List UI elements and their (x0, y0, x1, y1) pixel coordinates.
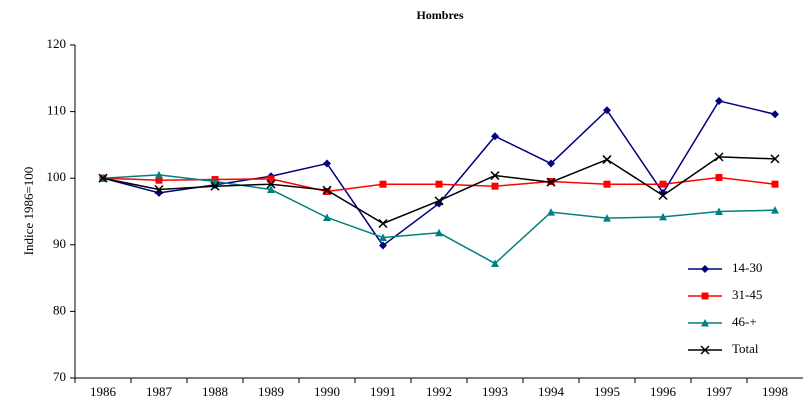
marker (771, 110, 779, 119)
marker (210, 181, 220, 191)
marker (379, 180, 387, 188)
marker (715, 207, 723, 215)
marker (434, 196, 444, 206)
marker (154, 184, 164, 195)
marker (701, 292, 709, 300)
marker (491, 259, 499, 267)
x-tick-label: 1992 (426, 384, 452, 399)
marker (603, 106, 611, 115)
legend-label: 31-45 (732, 287, 762, 302)
marker (266, 179, 276, 189)
marker (491, 132, 499, 141)
marker (491, 182, 499, 190)
marker (378, 218, 388, 229)
marker (267, 175, 275, 183)
marker (546, 177, 556, 187)
x-tick-label: 1994 (538, 384, 565, 399)
marker (490, 171, 500, 181)
x-tick-label: 1991 (370, 384, 396, 399)
marker (547, 208, 555, 216)
marker (715, 174, 723, 182)
marker (155, 176, 163, 184)
marker (323, 159, 331, 168)
marker (771, 206, 779, 214)
marker (701, 319, 709, 327)
marker (770, 154, 780, 164)
marker (658, 190, 668, 201)
marker (379, 241, 387, 250)
x-tick-label: 1989 (258, 384, 284, 399)
series-line (102, 156, 776, 225)
y-tick-label: 70 (53, 369, 66, 384)
marker (267, 185, 275, 194)
marker (322, 185, 332, 195)
marker (714, 152, 724, 162)
y-tick-label: 110 (47, 103, 66, 118)
marker (659, 212, 667, 221)
y-tick-label: 100 (47, 169, 67, 184)
marker (701, 265, 709, 273)
x-tick-label: 1995 (594, 384, 620, 399)
y-axis-label: Indice 1986=100 (21, 167, 36, 256)
marker (603, 180, 611, 188)
marker (155, 170, 163, 179)
marker (602, 155, 612, 165)
x-tick-label: 1998 (762, 384, 788, 399)
marker (323, 213, 331, 221)
x-tick-label: 1986 (90, 384, 117, 399)
legend-label: 46-+ (732, 314, 757, 329)
y-tick-label: 120 (47, 36, 67, 51)
chart-title: Hombres (416, 8, 463, 22)
x-tick-label: 1990 (314, 384, 340, 399)
x-tick-label: 1996 (650, 384, 677, 399)
marker (715, 96, 723, 105)
y-tick-label: 80 (53, 302, 66, 317)
marker (771, 180, 779, 188)
x-tick-label: 1997 (706, 384, 733, 399)
marker (379, 233, 387, 241)
marker (98, 173, 108, 183)
y-tick-label: 90 (53, 236, 66, 251)
marker (603, 214, 611, 222)
x-tick-label: 1993 (482, 384, 508, 399)
x-tick-label: 1988 (202, 384, 228, 399)
marker (547, 159, 555, 168)
legend-label: 14-30 (732, 260, 762, 275)
marker (659, 180, 667, 188)
legend-label: Total (732, 341, 759, 356)
marker (435, 180, 443, 188)
series-line (102, 100, 776, 247)
marker (323, 188, 331, 196)
marker (435, 228, 443, 237)
marker (700, 345, 710, 355)
x-tick-label: 1987 (146, 384, 173, 399)
